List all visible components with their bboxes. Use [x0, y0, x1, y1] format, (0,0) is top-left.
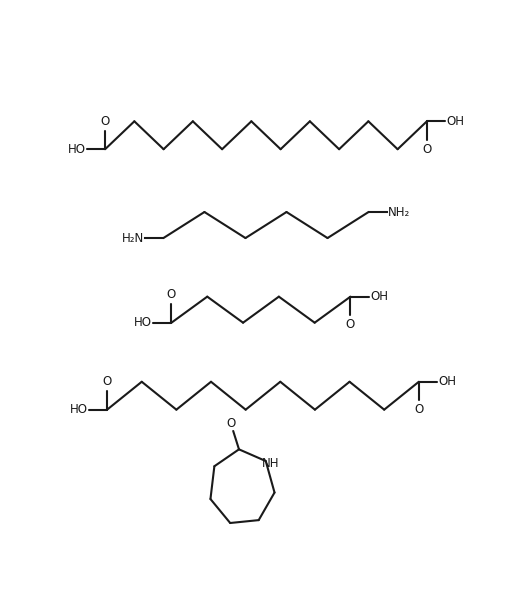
Text: HO: HO: [67, 143, 86, 156]
Text: O: O: [226, 417, 236, 430]
Text: O: O: [101, 115, 110, 128]
Text: O: O: [167, 288, 176, 301]
Text: OH: OH: [446, 115, 465, 128]
Text: HO: HO: [70, 403, 87, 416]
Text: O: O: [102, 375, 112, 388]
Text: O: O: [346, 318, 355, 331]
Text: OH: OH: [370, 290, 388, 303]
Text: OH: OH: [439, 375, 457, 388]
Text: NH₂: NH₂: [388, 205, 411, 219]
Text: O: O: [414, 403, 424, 416]
Text: NH: NH: [262, 457, 279, 471]
Text: HO: HO: [134, 316, 152, 329]
Text: H₂N: H₂N: [121, 231, 144, 245]
Text: O: O: [422, 143, 431, 156]
